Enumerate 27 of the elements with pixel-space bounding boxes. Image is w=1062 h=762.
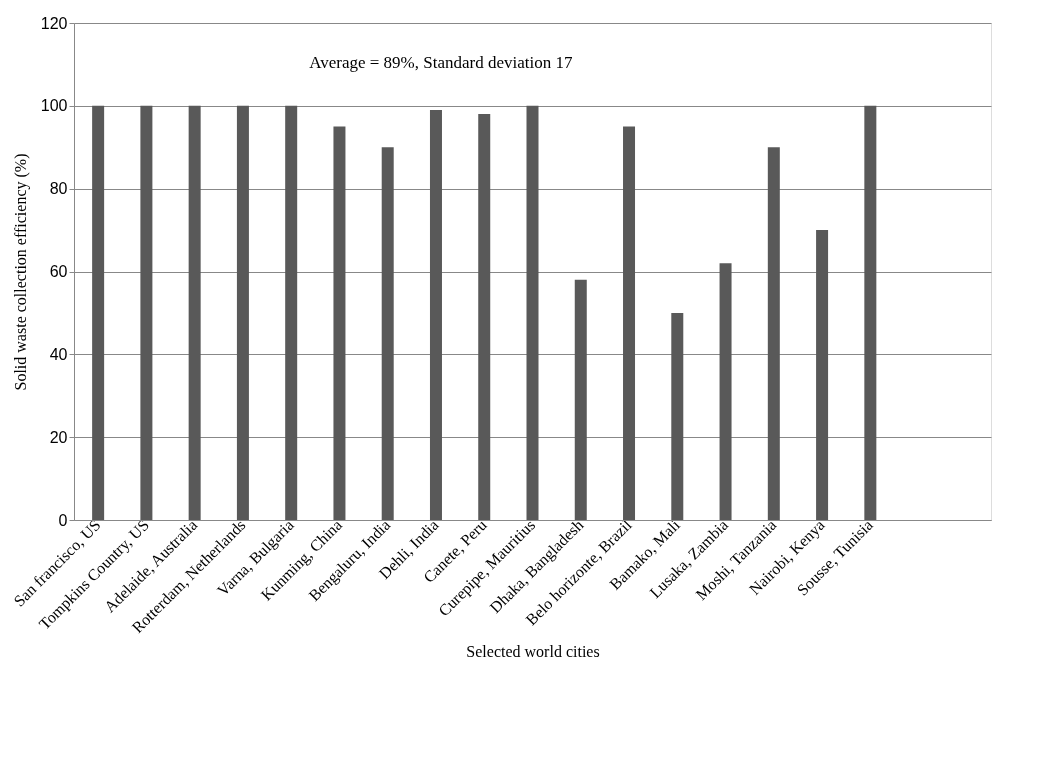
y-tick-label: 40 bbox=[49, 345, 68, 363]
bar bbox=[140, 105, 153, 520]
y-tick-label: 120 bbox=[40, 14, 68, 32]
bar bbox=[333, 126, 346, 520]
bar bbox=[574, 279, 587, 520]
y-tick-label: 100 bbox=[40, 97, 68, 115]
bar bbox=[767, 147, 780, 520]
bar bbox=[478, 114, 491, 520]
bar bbox=[864, 105, 877, 520]
bar bbox=[92, 105, 105, 520]
annotation: Average = 89%, Standard deviation 17 bbox=[309, 53, 573, 72]
y-tick-label: 0 bbox=[58, 511, 68, 529]
bar bbox=[623, 126, 636, 520]
bar bbox=[671, 312, 684, 520]
x-axis-title: Selected world cities bbox=[466, 643, 600, 661]
y-axis-title: Solid waste collection efficiency (%) bbox=[11, 153, 30, 391]
bar bbox=[285, 105, 298, 520]
bar bbox=[188, 105, 201, 520]
y-tick-label: 80 bbox=[49, 180, 68, 198]
bar bbox=[381, 147, 394, 520]
bar bbox=[719, 263, 732, 520]
bar bbox=[236, 105, 249, 520]
y-tick-label: 60 bbox=[49, 263, 68, 280]
bar bbox=[526, 105, 539, 520]
bar bbox=[816, 230, 829, 520]
bar bbox=[429, 109, 442, 520]
y-tick-label: 20 bbox=[49, 428, 68, 446]
